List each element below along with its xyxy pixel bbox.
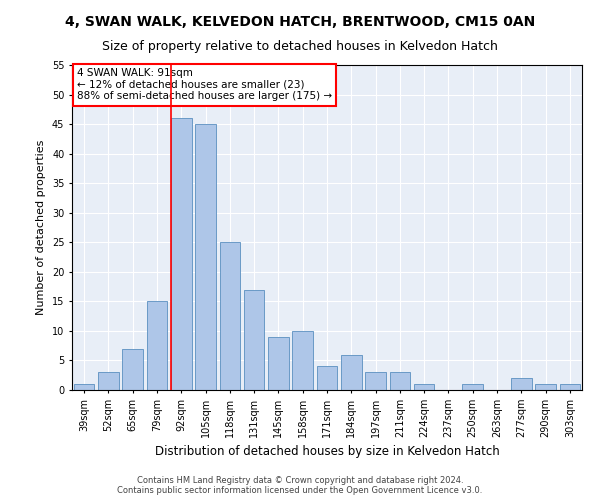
Bar: [268, 337, 289, 390]
Bar: [171, 118, 191, 390]
Bar: [220, 242, 240, 390]
Bar: [389, 372, 410, 390]
Text: Size of property relative to detached houses in Kelvedon Hatch: Size of property relative to detached ho…: [102, 40, 498, 53]
Bar: [463, 384, 483, 390]
Bar: [146, 302, 167, 390]
Bar: [74, 384, 94, 390]
Bar: [317, 366, 337, 390]
Bar: [414, 384, 434, 390]
Y-axis label: Number of detached properties: Number of detached properties: [37, 140, 46, 315]
Bar: [122, 348, 143, 390]
Bar: [560, 384, 580, 390]
Bar: [341, 354, 362, 390]
Bar: [365, 372, 386, 390]
Bar: [292, 331, 313, 390]
Text: Contains HM Land Registry data © Crown copyright and database right 2024.
Contai: Contains HM Land Registry data © Crown c…: [118, 476, 482, 495]
Bar: [511, 378, 532, 390]
X-axis label: Distribution of detached houses by size in Kelvedon Hatch: Distribution of detached houses by size …: [155, 446, 499, 458]
Bar: [98, 372, 119, 390]
Bar: [535, 384, 556, 390]
Bar: [244, 290, 265, 390]
Text: 4 SWAN WALK: 91sqm
← 12% of detached houses are smaller (23)
88% of semi-detache: 4 SWAN WALK: 91sqm ← 12% of detached hou…: [77, 68, 332, 102]
Text: 4, SWAN WALK, KELVEDON HATCH, BRENTWOOD, CM15 0AN: 4, SWAN WALK, KELVEDON HATCH, BRENTWOOD,…: [65, 15, 535, 29]
Bar: [195, 124, 216, 390]
